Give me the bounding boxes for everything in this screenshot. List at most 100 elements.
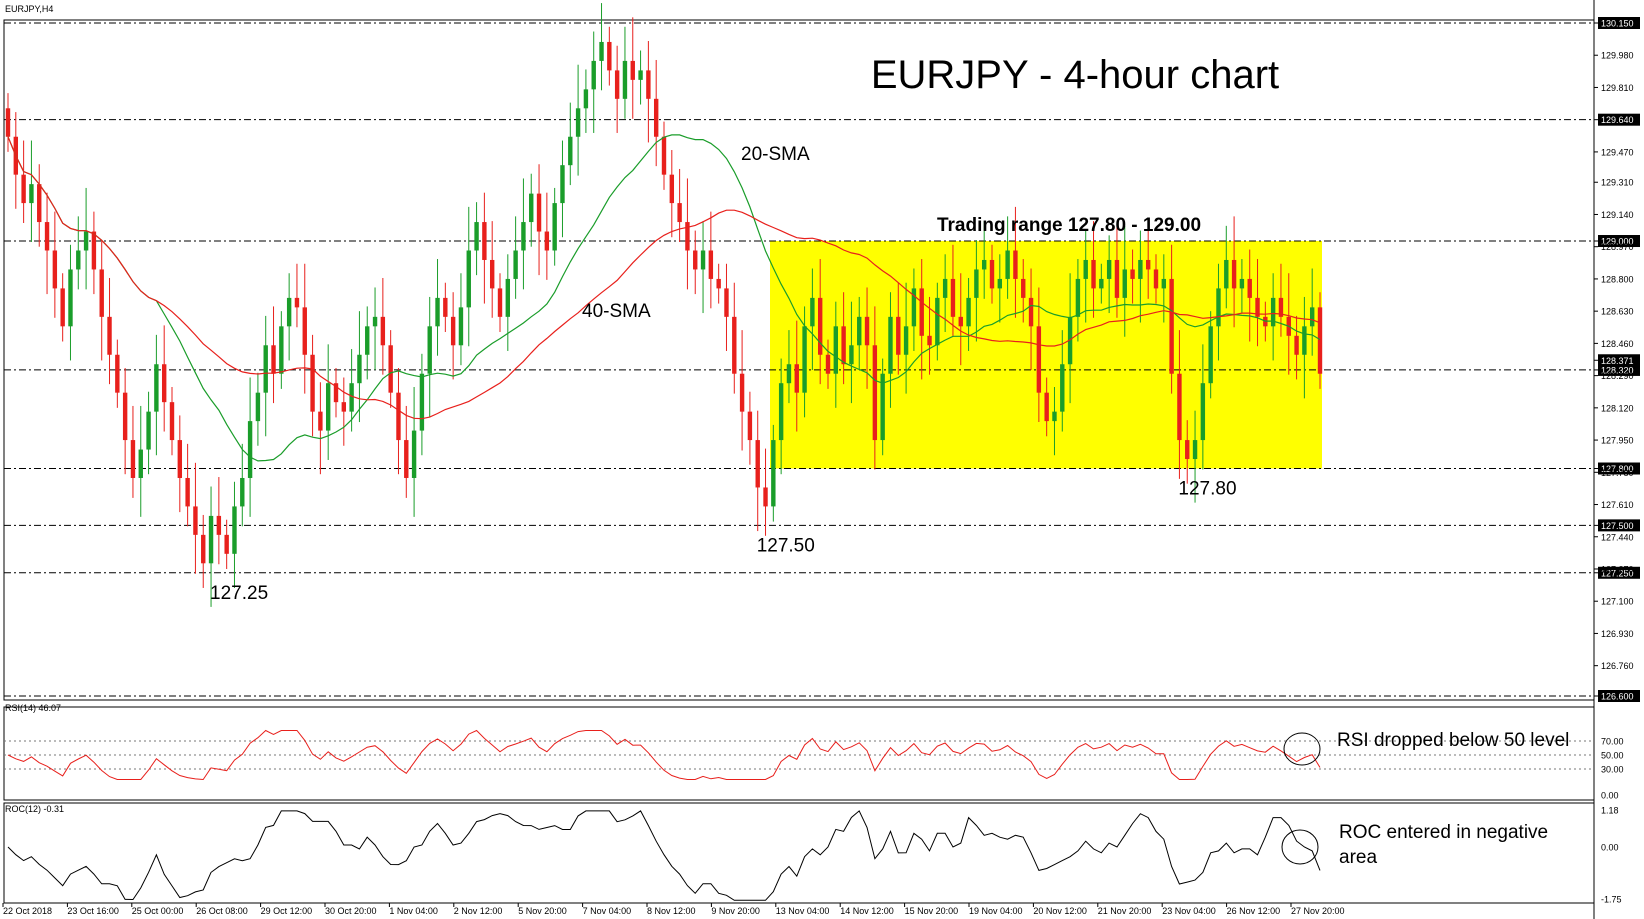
time-tick-label: 5 Nov 20:00 (518, 906, 567, 916)
bear-candle (404, 440, 409, 478)
bear-candle (216, 515, 222, 535)
bear-candle (872, 345, 878, 441)
reference-lines (4, 22, 1594, 697)
bull-candle (942, 278, 948, 298)
bear-candle (693, 250, 698, 270)
bull-candle (1106, 259, 1112, 279)
bear-candle (177, 440, 183, 478)
price-tick-label: 128.800 (1601, 274, 1634, 284)
bull-candle (365, 326, 370, 355)
chart-title: EURJPY - 4-hour chart (871, 53, 1279, 97)
roc-callout-circle (1281, 829, 1319, 865)
bull-candle (1083, 259, 1088, 279)
price-tick-label: 127.440 (1601, 532, 1634, 542)
bear-candle (310, 354, 315, 412)
time-tick-label: 9 Nov 20:00 (711, 906, 760, 916)
rsi-tick-label: 70.00 (1601, 737, 1624, 747)
bull-candle (997, 278, 1003, 289)
price-tick-label: 128.290 (1601, 371, 1634, 381)
time-tick-label: 14 Nov 12:00 (840, 906, 894, 916)
price-tick-highlight (1598, 462, 1640, 475)
bull-candle (263, 345, 268, 393)
bear-candle (44, 222, 50, 251)
bull-candle (208, 515, 214, 564)
bull-candle (974, 269, 979, 298)
bear-candle (685, 222, 690, 251)
bull-candle (458, 307, 464, 346)
price-tick-label: 127.800 (1601, 464, 1634, 474)
time-tick-label: 2 Nov 12:00 (454, 906, 503, 916)
level-annotation: 127.80 (1178, 479, 1236, 500)
price-tick-label: 129.310 (1601, 178, 1634, 188)
price-tick-label: 130.150 (1601, 19, 1634, 29)
bear-candle (646, 70, 651, 99)
bear-candle (817, 297, 823, 355)
price-axis: 130.150 129.980 129.810 129.640 129.470 129.3… (1594, 17, 1640, 702)
price-tick-label: 128.630 (1601, 307, 1634, 317)
bear-candle (396, 392, 401, 441)
time-axis: 22 Oct 2018 23 Oct 16:00 25 Oct 00:00 26 Oc… (2, 903, 1345, 916)
roc-label: ROC(12) -0.31 (5, 804, 64, 814)
bull-candle (521, 222, 526, 251)
price-tick-label: 127.270 (1601, 564, 1634, 574)
bull-candle (880, 373, 885, 441)
bear-candle (5, 108, 11, 137)
time-tick-label: 21 Nov 20:00 (1098, 906, 1152, 916)
roc-line (7, 810, 1321, 901)
price-tick-label: 128.120 (1601, 403, 1634, 413)
bull-candle (68, 269, 73, 327)
bear-candle (653, 98, 659, 137)
bull-candle (29, 184, 34, 204)
rsi-note: RSI dropped below 50 level (1337, 730, 1569, 751)
bear-candle (724, 288, 729, 317)
bear-candle (747, 411, 753, 441)
price-tick-label: 128.320 (1601, 365, 1634, 375)
rsi-callout-circle (1283, 732, 1321, 766)
bear-candle (37, 184, 42, 223)
price-tick-label: 127.250 (1601, 568, 1634, 578)
bear-candle (732, 316, 737, 374)
rsi-tick-label: 50.00 (1601, 751, 1624, 761)
bear-candle (489, 259, 495, 289)
bull-candle (529, 193, 534, 223)
bear-candle (318, 411, 323, 431)
time-tick-label: 26 Oct 08:00 (196, 906, 248, 916)
bull-candle (1270, 297, 1276, 327)
price-tick-label: 127.100 (1601, 597, 1634, 607)
bear-candle (825, 354, 831, 374)
bull-candle (1060, 364, 1065, 412)
bear-candle (380, 316, 386, 346)
rsi-tick-label: 30.00 (1601, 765, 1624, 775)
bull-candle (1302, 326, 1307, 355)
bear-candle (677, 203, 682, 223)
level-annotation: 127.50 (757, 535, 815, 556)
bear-candle (482, 222, 487, 260)
symbol-label: EURJPY,H4 (5, 4, 53, 14)
bear-candle (739, 373, 745, 412)
bull-candle (247, 421, 253, 478)
trading-range-box (770, 241, 1322, 469)
bear-candle (763, 487, 768, 507)
bear-candle (630, 60, 635, 80)
bull-candle (700, 250, 706, 270)
time-tick-label: 20 Nov 12:00 (1033, 906, 1087, 916)
roc-axis: 1.18 0.00 -1.75 (1601, 806, 1622, 905)
bear-candle (443, 297, 448, 317)
bear-candle (99, 269, 104, 317)
bull-candle (232, 506, 237, 554)
price-tick-label: 127.610 (1601, 500, 1634, 510)
price-tick-label: 127.500 (1601, 521, 1634, 531)
bull-candle (802, 326, 807, 393)
bear-candle (1177, 373, 1182, 441)
bull-candle (1099, 278, 1104, 289)
bull-candle (146, 411, 151, 450)
sma-40-line (7, 136, 1321, 420)
bear-candle (919, 288, 924, 336)
bull-candle (474, 222, 479, 251)
bull-candle (466, 250, 471, 308)
bull-candle (575, 108, 581, 137)
bull-candle (966, 297, 971, 327)
bull-candle (1239, 278, 1245, 289)
bear-candle (130, 440, 136, 478)
